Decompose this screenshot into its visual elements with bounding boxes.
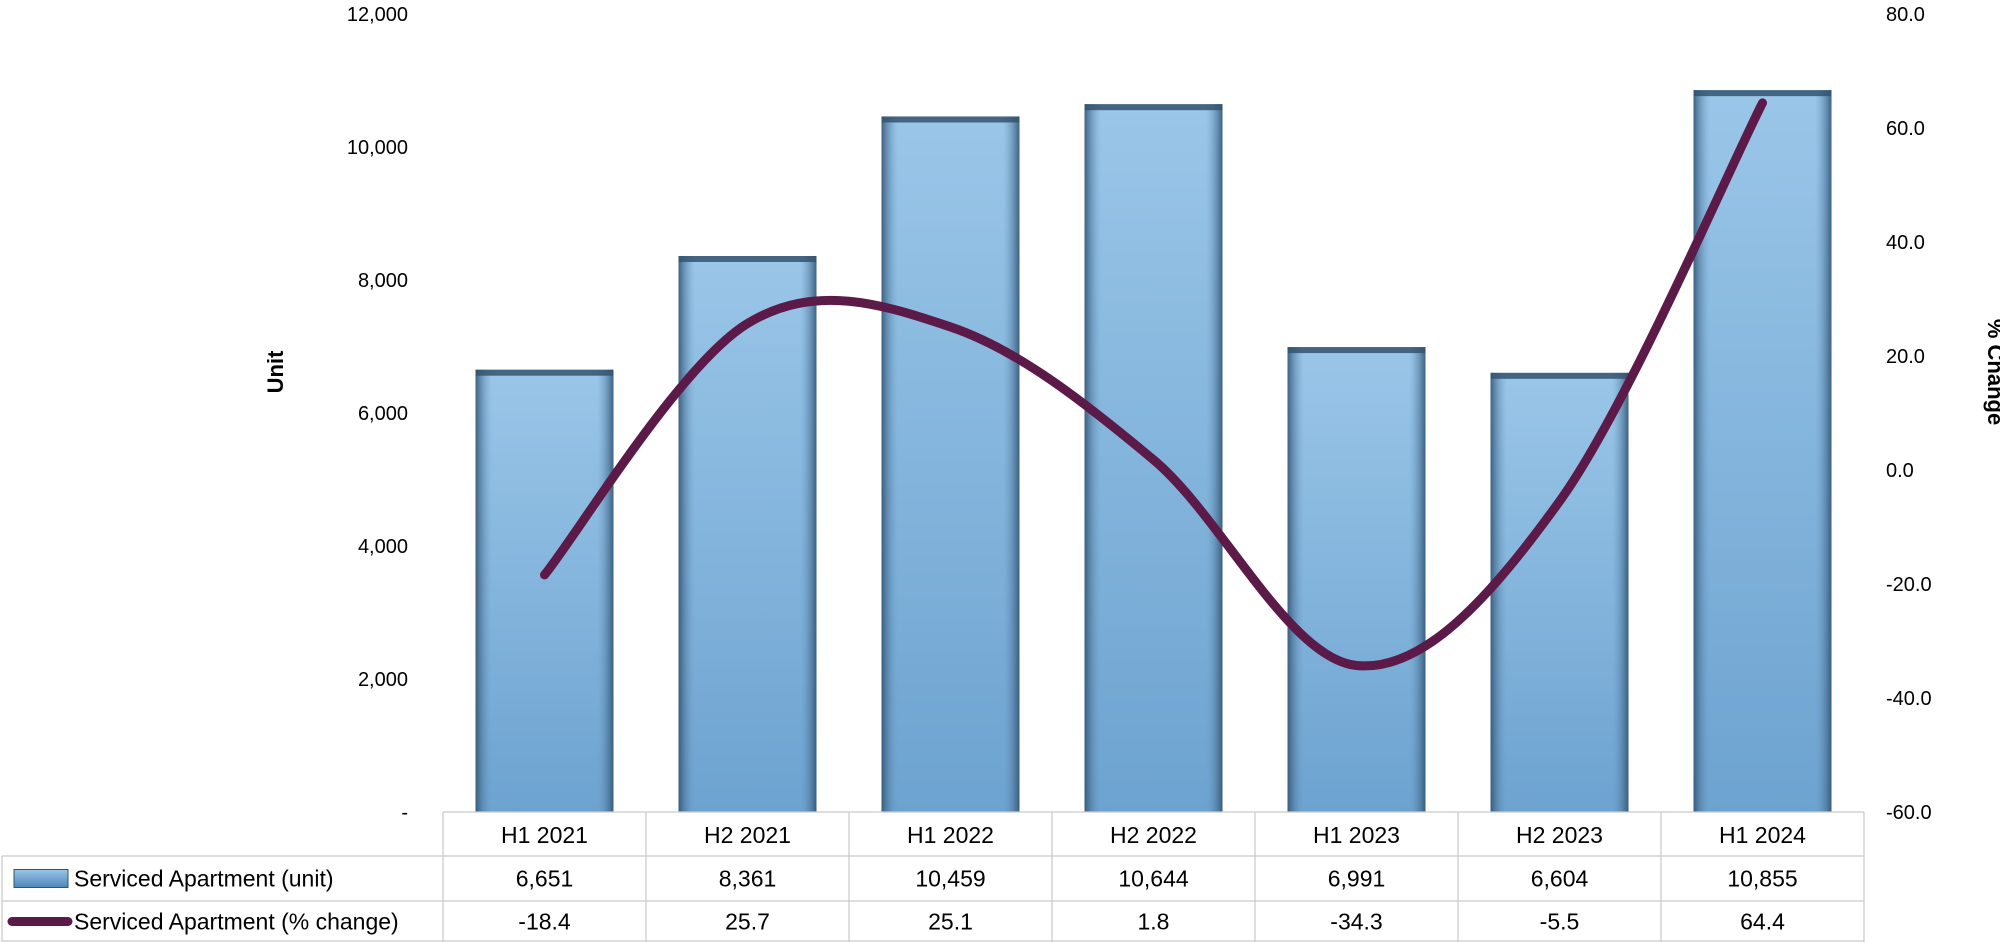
y-axis-title: Unit	[263, 350, 288, 393]
table-cell: 10,644	[1118, 866, 1189, 892]
y2-tick-label: 0.0	[1886, 460, 1914, 482]
y-tick-label: 2,000	[358, 669, 408, 691]
y-tick-label: 4,000	[358, 536, 408, 558]
bar	[1287, 347, 1426, 812]
y2-tick-label: 80.0	[1886, 4, 1925, 26]
y-tick-label: -	[401, 802, 408, 824]
table-cell: 6,991	[1328, 866, 1386, 892]
y-tick-label: 6,000	[358, 403, 408, 425]
y-tick-label: 8,000	[358, 270, 408, 292]
legend-bar-label: Serviced Apartment (unit)	[74, 866, 334, 892]
table-category-label: H1 2023	[1313, 822, 1400, 848]
table-cell: 1.8	[1138, 909, 1170, 935]
legend-bar-swatch	[13, 869, 69, 888]
table-cell: 6,651	[516, 866, 574, 892]
table-category-label: H1 2022	[907, 822, 994, 848]
percent-change-line	[540, 98, 1767, 671]
table-cell: 10,459	[915, 866, 985, 892]
y-tick-label: 10,000	[347, 137, 408, 159]
table-cell: 10,855	[1727, 866, 1797, 892]
y2-tick-label: 20.0	[1886, 346, 1925, 368]
y-tick-label: 12,000	[347, 4, 408, 26]
table-cell: 25.1	[928, 909, 973, 935]
table-cell: -18.4	[518, 909, 571, 935]
bar	[678, 255, 817, 812]
y2-tick-label: -60.0	[1886, 802, 1932, 824]
data-table: H1 2021 H2 2021 H1 2022 H2 2022 H1 2023 H2 20…	[1, 811, 1865, 942]
y2-axis-title: % Change	[1983, 319, 2000, 425]
y-axis-ticks: - 2,000 4,000 6,000 8,000 10,000 12,000	[347, 4, 408, 824]
table-category-label: H1 2021	[501, 822, 588, 848]
table-cell: 25.7	[725, 909, 770, 935]
table-category-label: H2 2022	[1110, 822, 1197, 848]
table-cell: -34.3	[1330, 909, 1382, 935]
table-cell: -5.5	[1540, 909, 1580, 935]
bar-series	[475, 90, 1832, 812]
table-category-label: H2 2021	[704, 822, 791, 848]
table-cell: 6,604	[1531, 866, 1589, 892]
bar	[475, 369, 614, 812]
y2-tick-label: -20.0	[1886, 574, 1932, 596]
y2-tick-label: -40.0	[1886, 688, 1932, 710]
table-cell: 64.4	[1740, 909, 1785, 935]
table-cell: 8,361	[719, 866, 777, 892]
legend-line-label: Serviced Apartment (% change)	[74, 909, 399, 935]
table-category-label: H2 2023	[1516, 822, 1603, 848]
table-category-label: H1 2024	[1719, 822, 1806, 848]
y2-tick-label: 40.0	[1886, 232, 1925, 254]
bar	[881, 116, 1020, 812]
bar	[1490, 372, 1629, 812]
y2-tick-label: 60.0	[1886, 118, 1925, 140]
y2-axis-ticks: -60.0 -40.0 -20.0 0.0 20.0 40.0 60.0 80.0	[1886, 4, 1932, 824]
